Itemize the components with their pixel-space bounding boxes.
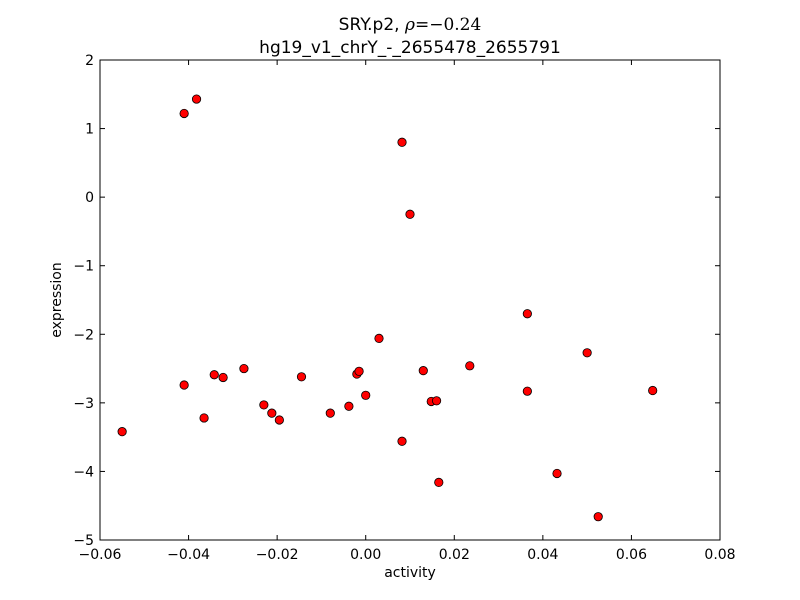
scatter-point (582, 348, 592, 358)
plot-area (99, 59, 721, 541)
scatter-point (218, 372, 228, 383)
scatter-point (354, 366, 364, 376)
scatter-point (209, 370, 219, 380)
y-tick-label: 0 (85, 190, 94, 206)
scatter-point (267, 408, 277, 418)
data-points (117, 94, 658, 522)
y-tick-label: 1 (85, 122, 94, 138)
scatter-point (191, 94, 202, 104)
scatter-point (522, 309, 532, 319)
axis-ticks (99, 59, 721, 541)
scatter-point (465, 361, 475, 371)
y-tick-label: −2 (73, 327, 94, 343)
scatter-point (434, 477, 444, 487)
scatter-point (431, 396, 442, 406)
scatter-point (397, 436, 407, 446)
scatter-point (418, 366, 428, 376)
scatter-point (552, 468, 562, 479)
chart-title: SRY.p2, ρ=−0.24 (339, 15, 482, 35)
x-tick-label: 0.02 (439, 547, 470, 563)
chart-subtitle: hg19_v1_chrY_-_2655478_2655791 (259, 38, 561, 58)
scatter-point (374, 333, 384, 343)
scatter-point (259, 400, 269, 410)
scatter-point (405, 209, 415, 219)
scatter-point (296, 372, 307, 382)
scatter-point (593, 512, 603, 522)
x-tick-label: −0.06 (79, 547, 122, 563)
scatter-point (397, 137, 407, 147)
axis-tick-labels: −0.06 −0.04 −0.02 0.00 0.02 0.04 0.06 0.08 −5 −4 −… (73, 53, 735, 563)
x-axis-label: activity (384, 565, 436, 581)
scatter-point (522, 386, 532, 396)
title-gene: SRY.p2, (339, 15, 400, 35)
title-rho-value: −0.24 (429, 15, 481, 35)
x-tick-label: −0.02 (256, 547, 299, 563)
scatter-point (344, 401, 354, 411)
y-tick-label: −4 (73, 464, 94, 480)
x-tick-label: 0.00 (350, 547, 381, 563)
scatter-point (179, 108, 189, 119)
title-rho-symbol: ρ (404, 15, 415, 35)
x-tick-label: 0.06 (616, 547, 647, 563)
x-tick-label: −0.04 (167, 547, 210, 563)
y-tick-label: −1 (73, 259, 94, 275)
scatter-point (239, 363, 249, 374)
scatter-point (199, 413, 209, 423)
scatter-point (179, 380, 189, 390)
scatter-point (361, 390, 371, 400)
scatter-point (325, 408, 335, 418)
title-equals: = (415, 15, 429, 35)
y-axis-label: expression (49, 262, 65, 338)
scatter-point (274, 415, 284, 425)
x-tick-label: 0.04 (527, 547, 558, 563)
y-tick-label: −5 (73, 533, 94, 549)
x-tick-label: 0.08 (704, 547, 735, 563)
y-tick-label: 2 (85, 53, 94, 69)
scatter-point (117, 427, 127, 437)
y-tick-label: −3 (73, 396, 94, 412)
scatter-point (648, 385, 658, 396)
